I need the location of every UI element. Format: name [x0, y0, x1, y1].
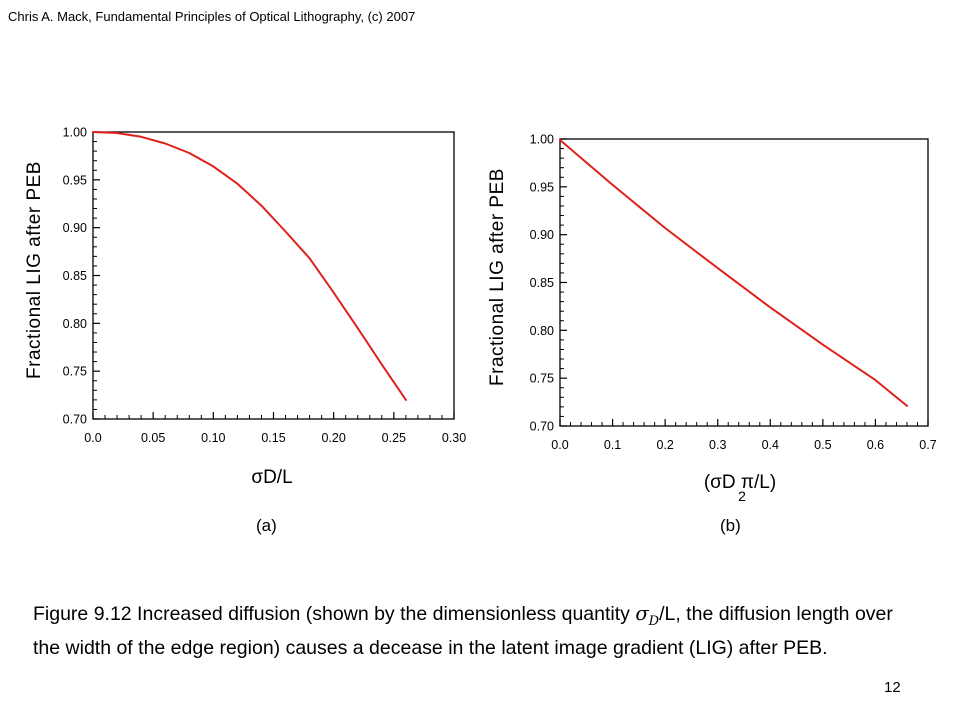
y-tick-label: 0.85 [63, 269, 87, 283]
figure-caption: Figure 9.12 Increased diffusion (shown b… [33, 601, 893, 661]
x-tick-label: 0.3 [709, 438, 726, 452]
series-line [92, 131, 407, 401]
x-axis-label: (σD π/L) [704, 472, 776, 493]
x-tick-label: 0.7 [919, 438, 936, 452]
y-tick-label: 0.75 [530, 372, 554, 386]
x-tick-label: 0.20 [321, 431, 345, 445]
x-tick-label: 0.10 [201, 431, 225, 445]
x-axis-label: σD/L [251, 467, 292, 488]
caption-sigma: σ [635, 602, 649, 625]
y-tick-label: 1.00 [530, 133, 554, 147]
x-tick-label: 0.05 [141, 431, 165, 445]
y-axis-label: Fractional LIG after PEB [24, 161, 45, 379]
y-axis-label: Fractional LIG after PEB [487, 168, 508, 386]
caption-prefix: Figure 9.12 Increased diffusion (shown b… [33, 603, 636, 625]
x-tick-label: 0.0 [551, 438, 568, 452]
x-tick-label: 0.15 [261, 431, 285, 445]
x-tick-label: 0.4 [762, 438, 779, 452]
page-number: 12 [884, 679, 901, 696]
caption-subscript: D [648, 613, 660, 629]
chart-b: 0.70 0.75 0.80 0.85 0.90 0.95 1.00 0.0 0.1 0.2 0.3… [487, 133, 937, 505]
x-tick-label: 0.1 [604, 438, 621, 452]
x-tick-label: 0.5 [814, 438, 831, 452]
y-tick-label: 0.95 [63, 173, 87, 187]
x-tick-label: 0.30 [442, 431, 466, 445]
slide-citation: Chris A. Mack, Fundamental Principles of… [8, 9, 416, 24]
y-tick-label: 0.70 [63, 413, 87, 427]
y-tick-label: 0.70 [530, 420, 554, 434]
y-tick-label: 0.80 [63, 317, 87, 331]
y-tick-label: 0.85 [530, 276, 554, 290]
y-tick-label: 0.80 [530, 324, 554, 338]
y-tick-label: 0.95 [530, 180, 554, 194]
y-tick-label: 0.90 [530, 228, 554, 242]
x-axis-label-subscript: 2 [738, 488, 746, 504]
plot-frame [559, 138, 929, 427]
x-tick-label: 0.25 [382, 431, 406, 445]
caption-suffix: /L, the diffusion length over the width … [33, 603, 893, 659]
y-tick-label: 0.75 [63, 365, 87, 379]
x-tick-label: 0.6 [867, 438, 884, 452]
x-tick-label: 0.0 [84, 431, 101, 445]
panel-label-a: (a) [256, 516, 277, 535]
series-line [559, 139, 908, 407]
x-tick-label: 0.2 [656, 438, 673, 452]
y-tick-label: 0.90 [63, 221, 87, 235]
y-tick-label: 1.00 [63, 126, 87, 140]
chart-a: 0.70 0.75 0.80 0.85 0.90 0.95 1.00 0.0 0.05 0.10 0… [24, 126, 466, 489]
plot-frame [92, 131, 455, 420]
panel-label-b: (b) [720, 516, 741, 535]
